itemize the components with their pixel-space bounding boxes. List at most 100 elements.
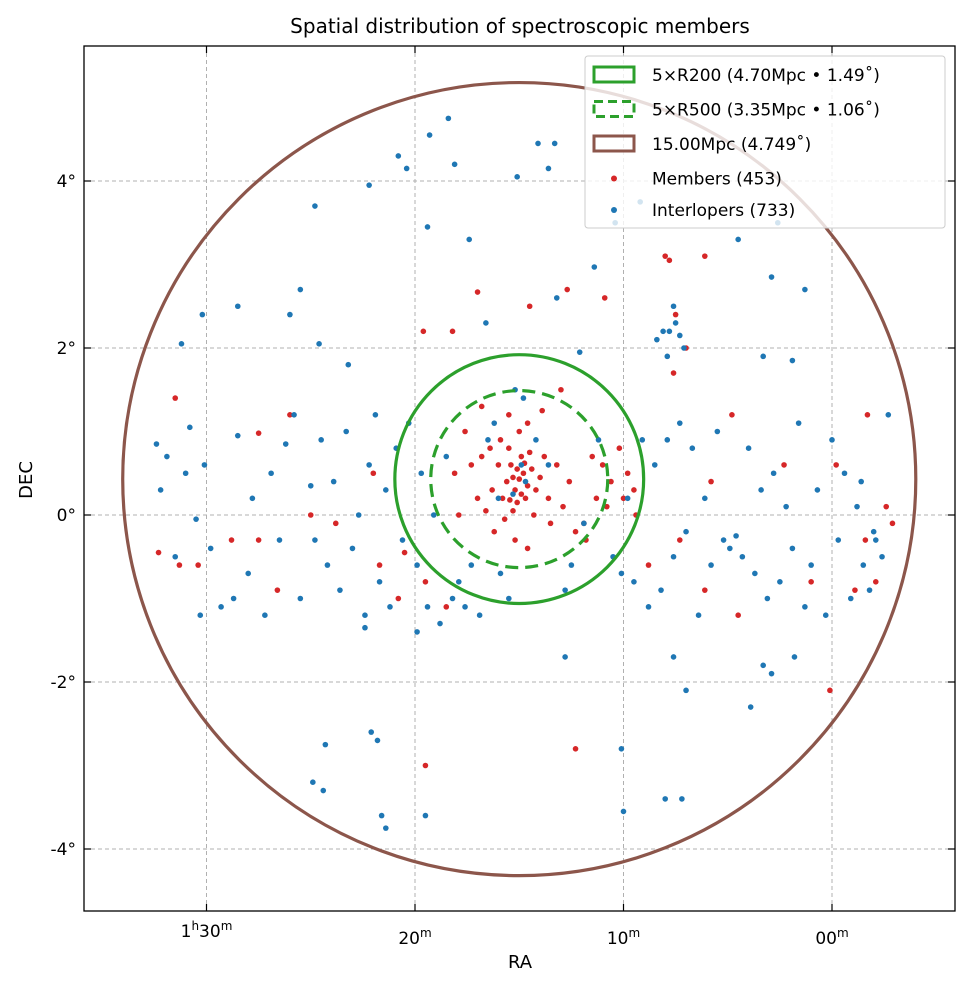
interloper-point [520, 395, 527, 401]
interloper-point [676, 420, 683, 426]
interloper-point [424, 604, 431, 610]
member-point [553, 462, 560, 468]
member-point [518, 453, 525, 460]
member-point [833, 462, 839, 468]
member-point [862, 537, 869, 543]
member-point [370, 470, 377, 477]
interloper-point [368, 729, 375, 735]
interloper-point [510, 491, 516, 497]
member-point [510, 474, 516, 481]
x-tick-label: 00m [815, 926, 848, 949]
plot-frame [83, 45, 956, 912]
interloper-point [172, 553, 179, 560]
x-tick-label-part: 30 [199, 922, 221, 942]
interloper-point [860, 562, 867, 568]
legend-swatch [592, 65, 636, 84]
interloper-point [422, 812, 429, 819]
interloper-point [858, 478, 864, 485]
interloper-point [695, 612, 702, 618]
interloper-point [822, 612, 829, 618]
radius-circles [121, 80, 918, 878]
interloper-point [376, 579, 383, 585]
interloper-point [414, 629, 420, 635]
interloper-point [312, 203, 318, 209]
interloper-point [747, 704, 754, 710]
interloper-point [727, 545, 733, 552]
member-point [503, 478, 510, 485]
member-point [608, 478, 614, 485]
interloper-point [658, 587, 664, 593]
x-tick-label-sup: h [191, 919, 199, 933]
interloper-point [739, 553, 746, 560]
interloper-point [218, 604, 224, 610]
interloper-point [654, 336, 660, 343]
interloper-point [770, 470, 777, 477]
member-point [172, 395, 179, 401]
grid-lines [84, 46, 955, 911]
interloper-point [245, 570, 251, 577]
member-point [155, 549, 162, 556]
interloper-point [670, 654, 677, 660]
x-axis-label: RA [508, 952, 533, 973]
member-point [883, 503, 890, 510]
x-tick-label-sup: m [221, 919, 233, 933]
interloper-point [672, 320, 679, 326]
interloper-point [310, 779, 316, 785]
interloper-point [683, 528, 689, 535]
interloper-point [468, 562, 475, 568]
member-point [599, 462, 606, 468]
interloper-point [414, 562, 420, 568]
interloper-point [366, 182, 372, 188]
x-tick-label-sup: m [420, 926, 432, 940]
interloper-point [683, 687, 689, 694]
member-point [307, 512, 314, 518]
member-point [501, 516, 508, 522]
interloper-point [178, 341, 185, 347]
interloper-point [424, 224, 431, 230]
interloper-point [802, 286, 808, 293]
member-point [499, 495, 506, 502]
interloper-point [866, 587, 873, 593]
member-point [593, 495, 600, 502]
member-point [507, 497, 513, 503]
interloper-point [591, 264, 598, 270]
member-point [483, 508, 489, 514]
y-tick-label: -4° [51, 840, 76, 860]
member-point [176, 562, 183, 568]
interloper-point [462, 604, 468, 610]
interloper-point [430, 512, 437, 518]
interloper-point [885, 412, 892, 418]
interloper-point [297, 595, 304, 602]
y-tick-label: 4° [57, 172, 76, 192]
interloper-point [268, 470, 274, 477]
interloper-point [201, 462, 208, 468]
interloper-point [466, 236, 473, 243]
interloper-point [789, 545, 796, 552]
interloper-point [230, 595, 237, 602]
interloper-point [802, 604, 808, 610]
interloper-point [676, 332, 683, 339]
interloper-point [320, 787, 327, 794]
interloper-point [760, 662, 766, 669]
interloper-point [426, 132, 433, 138]
interloper-point [720, 537, 727, 543]
interloper-point [789, 357, 796, 364]
member-point [524, 482, 531, 489]
member-point [662, 253, 668, 259]
interloper-point [760, 353, 766, 360]
interloper-point [814, 487, 821, 493]
member-point [522, 495, 529, 502]
interloper-point [451, 161, 458, 168]
member-point [889, 520, 896, 527]
member-point [228, 537, 235, 543]
interloper-point [551, 140, 558, 147]
x-tick-label-part: 00 [815, 929, 837, 949]
interloper-point [449, 595, 456, 602]
member-point [616, 445, 623, 452]
member-point [676, 537, 683, 543]
member-point [864, 412, 871, 418]
member-point [422, 579, 429, 585]
member-point [666, 257, 673, 264]
member-point [566, 478, 573, 485]
